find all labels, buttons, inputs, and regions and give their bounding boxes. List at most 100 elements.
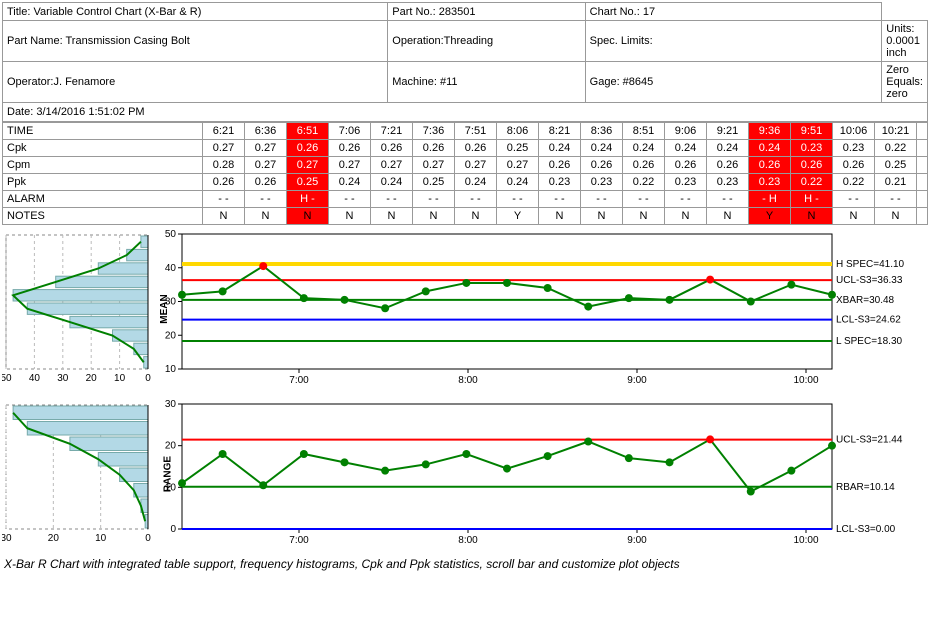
svg-text:7:00: 7:00 xyxy=(289,535,309,546)
data-cell: - - xyxy=(371,190,413,207)
partname-cell: Part Name: Transmission Casing Bolt xyxy=(3,21,388,62)
data-cell: 6:21 xyxy=(203,122,245,139)
data-cell: Y xyxy=(497,207,539,224)
data-cell: 0.27 xyxy=(245,156,287,173)
data-cell: 0.22 xyxy=(833,173,875,190)
svg-text:9:00: 9:00 xyxy=(627,375,647,386)
mean-chart: MEAN 10203040507:008:009:0010:00H SPEC=4… xyxy=(152,229,928,389)
data-cell: N xyxy=(581,207,623,224)
data-cell: 0.26 xyxy=(749,156,791,173)
data-cell: N xyxy=(329,207,371,224)
data-cell: 0.23 xyxy=(833,139,875,156)
data-cell: 0.26 xyxy=(245,173,287,190)
data-cell: N xyxy=(623,207,665,224)
speclimits-cell: Spec. Limits: xyxy=(585,21,882,62)
svg-text:RBAR=10.14: RBAR=10.14 xyxy=(836,481,895,492)
date-cell: Date: 3/14/2016 1:51:02 PM xyxy=(3,103,928,121)
operation-cell: Operation:Threading xyxy=(388,21,585,62)
svg-text:7:00: 7:00 xyxy=(289,375,309,386)
data-cell: - - xyxy=(581,190,623,207)
data-cell: 0.27 xyxy=(203,139,245,156)
data-cell: H - xyxy=(287,190,329,207)
svg-text:UCL-S3=36.33: UCL-S3=36.33 xyxy=(836,275,903,286)
svg-text:30: 30 xyxy=(165,399,177,410)
data-cell: 0.24 xyxy=(497,173,539,190)
data-cell: N xyxy=(539,207,581,224)
data-cell: - - xyxy=(623,190,665,207)
data-cell: 0.27 xyxy=(413,156,455,173)
svg-text:30: 30 xyxy=(57,373,69,384)
chartno-cell: Chart No.: 17 xyxy=(585,3,882,21)
data-cell: 7:36 xyxy=(413,122,455,139)
data-cell: - - xyxy=(875,190,917,207)
data-cell: 6:51 xyxy=(287,122,329,139)
units-cell: Units: 0.0001 inch xyxy=(882,21,928,62)
svg-text:20: 20 xyxy=(165,440,177,451)
data-cell: 0.25 xyxy=(413,173,455,190)
svg-text:8:00: 8:00 xyxy=(458,375,478,386)
data-cell: 9:06 xyxy=(665,122,707,139)
data-cell: 0.26 xyxy=(203,173,245,190)
data-cell: 0.26 xyxy=(581,156,623,173)
data-cell: - - xyxy=(203,190,245,207)
svg-text:40: 40 xyxy=(165,262,177,273)
mean-ylabel: MEAN xyxy=(159,294,170,323)
row-label-alarm: ALARM xyxy=(3,190,203,207)
svg-text:30: 30 xyxy=(2,533,12,544)
svg-text:10:00: 10:00 xyxy=(793,375,818,386)
data-cell: 0.25 xyxy=(875,156,917,173)
data-cell: N xyxy=(203,207,245,224)
data-cell: 0.24 xyxy=(581,139,623,156)
svg-text:50: 50 xyxy=(2,373,12,384)
data-cell: 0.22 xyxy=(875,139,917,156)
data-cell: 0.24 xyxy=(329,173,371,190)
svg-text:10: 10 xyxy=(114,373,126,384)
data-cell: 7:51 xyxy=(455,122,497,139)
data-cell: 0.23 xyxy=(539,173,581,190)
svg-text:20: 20 xyxy=(86,373,98,384)
row-label-ppk: Ppk xyxy=(3,173,203,190)
data-cell: N xyxy=(413,207,455,224)
svg-text:9:00: 9:00 xyxy=(627,535,647,546)
data-cell: - H xyxy=(749,190,791,207)
caption: X-Bar R Chart with integrated table supp… xyxy=(2,557,928,571)
data-cell: 0.26 xyxy=(455,139,497,156)
data-cell: 0.28 xyxy=(203,156,245,173)
data-cell: 0.26 xyxy=(665,156,707,173)
data-cell: Y xyxy=(749,207,791,224)
data-cell: 0.26 xyxy=(287,139,329,156)
data-cell: - - xyxy=(833,190,875,207)
partno-cell: Part No.: 283501 xyxy=(388,3,585,21)
data-cell: 0.26 xyxy=(371,139,413,156)
data-cell: 0.23 xyxy=(749,173,791,190)
data-cell: 0.26 xyxy=(413,139,455,156)
data-cell: N xyxy=(371,207,413,224)
svg-text:10:00: 10:00 xyxy=(793,535,818,546)
mean-histogram: 50403020100 xyxy=(2,229,152,389)
data-cell: - - xyxy=(665,190,707,207)
data-cell: 9:36 xyxy=(749,122,791,139)
data-cell: 0.26 xyxy=(329,139,371,156)
data-cell: 0.25 xyxy=(497,139,539,156)
data-cell: N xyxy=(665,207,707,224)
svg-text:XBAR=30.48: XBAR=30.48 xyxy=(836,294,895,305)
data-cell: 0.24 xyxy=(371,173,413,190)
data-cell: N xyxy=(791,207,833,224)
svg-text:20: 20 xyxy=(165,330,177,341)
svg-text:H SPEC=41.10: H SPEC=41.10 xyxy=(836,259,905,270)
machine-cell: Machine: #11 xyxy=(388,62,585,103)
svg-text:UCL-S3=21.44: UCL-S3=21.44 xyxy=(836,434,903,445)
data-cell: H - xyxy=(791,190,833,207)
data-cell: 0.24 xyxy=(539,139,581,156)
data-cell: 0.23 xyxy=(665,173,707,190)
data-cell: 8:21 xyxy=(539,122,581,139)
data-cell: 9:21 xyxy=(707,122,749,139)
data-cell: 10:21 xyxy=(875,122,917,139)
data-cell: 0.27 xyxy=(287,156,329,173)
data-cell: 0.22 xyxy=(791,173,833,190)
data-cell: 0.23 xyxy=(791,139,833,156)
row-label-time: TIME xyxy=(3,122,203,139)
title-cell: Title: Variable Control Chart (X-Bar & R… xyxy=(3,3,388,21)
zeroequals-cell: Zero Equals: zero xyxy=(882,62,928,103)
data-cell: 0.27 xyxy=(245,139,287,156)
